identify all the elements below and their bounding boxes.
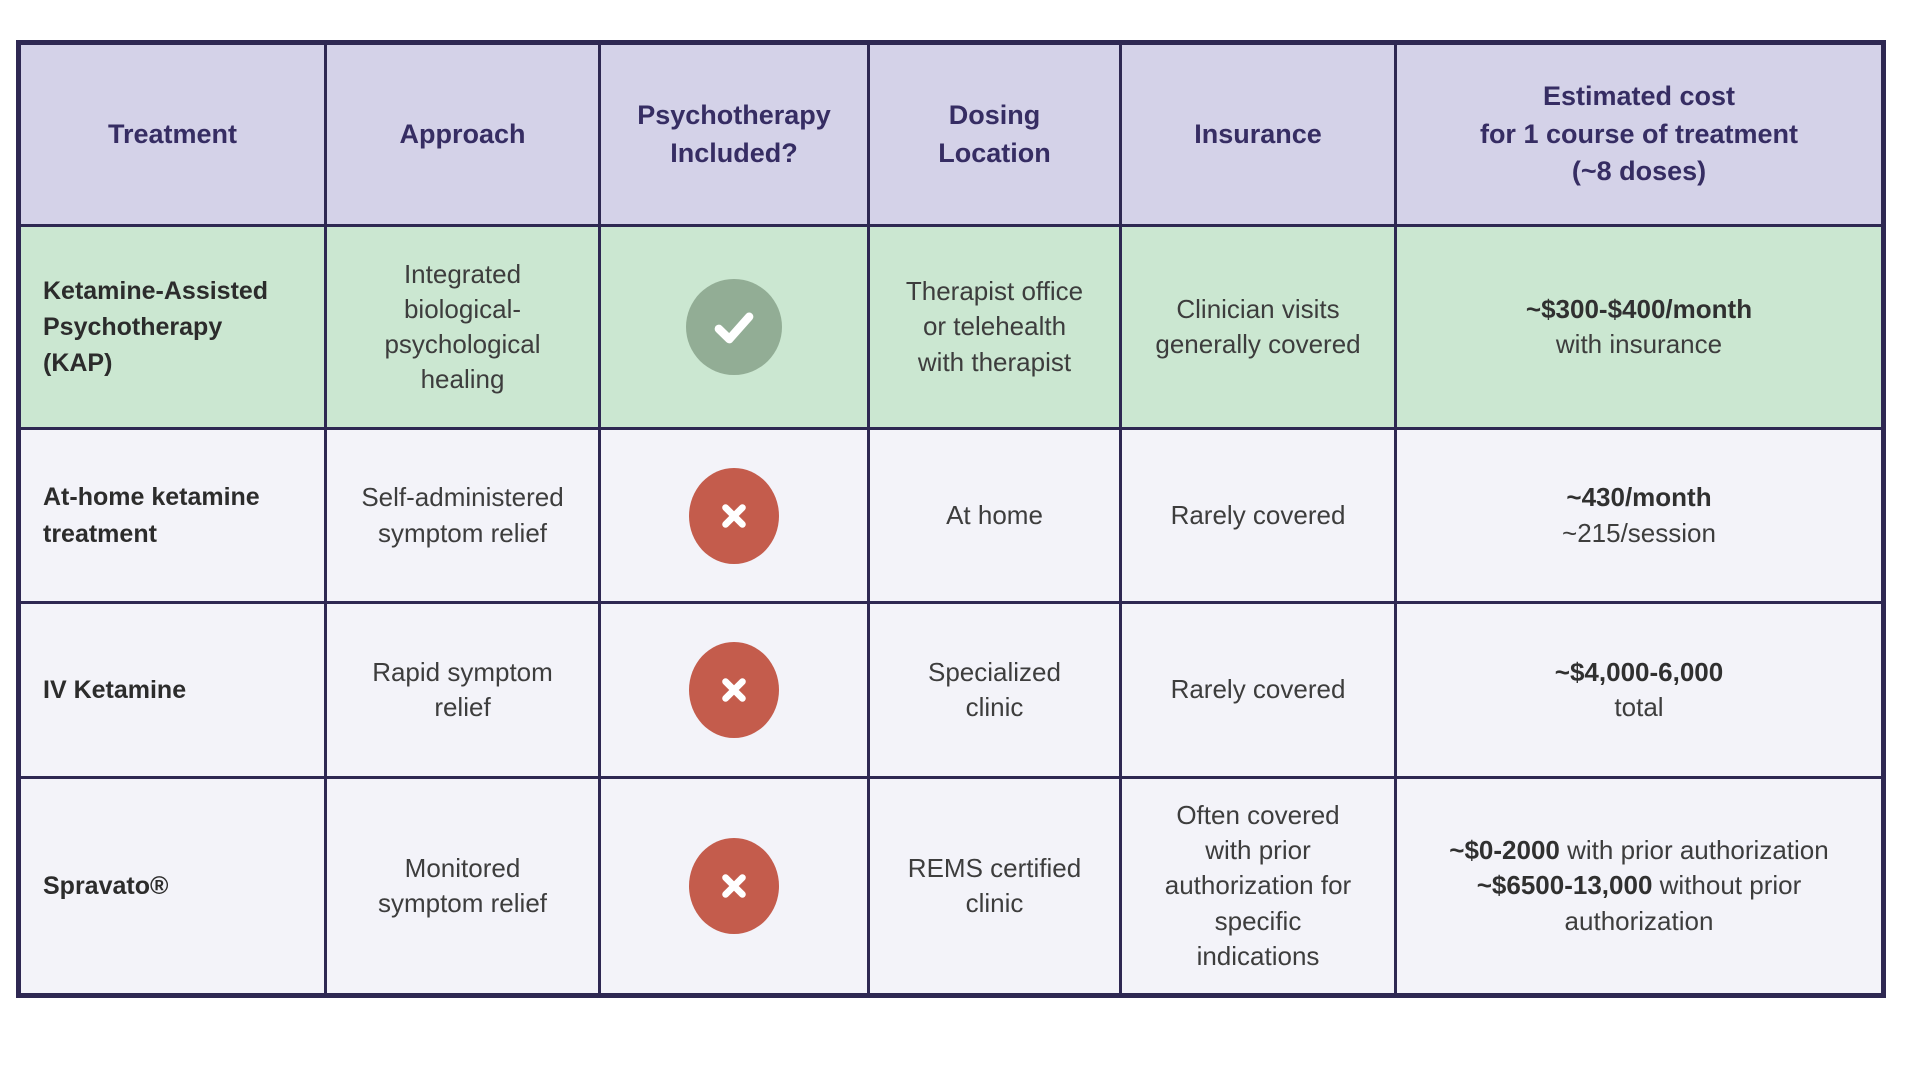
header-treatment: Treatment (21, 45, 324, 224)
cell-spravato-treatment: Spravato® (21, 779, 324, 993)
insurance-text: Rarely covered (1170, 674, 1346, 705)
insurance-text: Clinician visits generally covered (1155, 293, 1361, 359)
approach-text: Monitored symptom relief (377, 852, 548, 918)
approach-text: Self-administered symptom relief (361, 482, 564, 548)
header-dosing-location: Dosing Location (870, 45, 1119, 224)
cell-athome-psychotherapy (601, 430, 867, 601)
header-dosing-location-label: Dosing Location (938, 99, 1051, 168)
cost-line-2-amount: ~$6500-13,000 (1476, 870, 1653, 901)
header-insurance-label: Insurance (1194, 118, 1322, 149)
cell-iv-psychotherapy (601, 604, 867, 776)
cell-kap-insurance: Clinician visits generally covered (1122, 227, 1394, 427)
cost-primary: ~$300-$400/month (1525, 293, 1753, 324)
check-icon (686, 279, 782, 375)
dosing-text: Specialized clinic (928, 656, 1061, 722)
cost-line-1-condition: with prior authorization (1567, 835, 1829, 866)
header-insurance: Insurance (1122, 45, 1394, 224)
cell-athome-approach: Self-administered symptom relief (327, 430, 598, 601)
cell-kap-approach: Integrated biological- psychological hea… (327, 227, 598, 427)
cell-kap-treatment: Ketamine-Assisted Psychotherapy (KAP) (21, 227, 324, 427)
cell-iv-cost: ~$4,000-6,000 total (1397, 604, 1881, 776)
cell-spravato-dosing: REMS certified clinic (870, 779, 1119, 993)
header-estimated-cost-label: Estimated cost for 1 course of treatment… (1479, 80, 1799, 187)
cell-iv-dosing: Specialized clinic (870, 604, 1119, 776)
cell-kap-dosing: Therapist office or telehealth with ther… (870, 227, 1119, 427)
cell-iv-insurance: Rarely covered (1122, 604, 1394, 776)
cell-iv-approach: Rapid symptom relief (327, 604, 598, 776)
dosing-text: REMS certified clinic (907, 852, 1082, 918)
cross-icon (689, 642, 779, 738)
cell-athome-insurance: Rarely covered (1122, 430, 1394, 601)
treatment-name: At-home ketamine treatment (43, 483, 260, 548)
cost-line-2-condition: without prior authorization (1564, 870, 1802, 936)
cell-athome-treatment: At-home ketamine treatment (21, 430, 324, 601)
cell-spravato-cost: ~$0-2000 with prior authorization ~$6500… (1397, 779, 1881, 993)
treatment-name: Spravato® (43, 871, 169, 900)
cost-secondary: total (1614, 692, 1664, 722)
cost-line-1-amount: ~$0-2000 (1449, 835, 1560, 866)
cost-primary: ~$4,000-6,000 (1554, 656, 1724, 687)
cost-line-2: ~$6500-13,000 without prior authorizatio… (1409, 868, 1869, 938)
cost-secondary: ~215/session (1562, 517, 1716, 548)
cell-iv-treatment: IV Ketamine (21, 604, 324, 776)
cell-kap-cost: ~$300-$400/month with insurance (1397, 227, 1881, 427)
cell-athome-cost: ~430/month ~215/session (1397, 430, 1881, 601)
treatment-name: IV Ketamine (43, 675, 187, 704)
header-psychotherapy-included: Psychotherapy Included? (601, 45, 867, 224)
cell-spravato-psychotherapy (601, 779, 867, 993)
cost-primary: ~430/month (1566, 482, 1712, 513)
cell-spravato-insurance: Often covered with prior authorization f… (1122, 779, 1394, 993)
cell-athome-dosing: At home (870, 430, 1119, 601)
header-approach-label: Approach (399, 118, 526, 149)
cell-kap-psychotherapy (601, 227, 867, 427)
treatment-name: Ketamine-Assisted Psychotherapy (KAP) (43, 276, 269, 378)
cell-spravato-approach: Monitored symptom relief (327, 779, 598, 993)
dosing-text: Therapist office or telehealth with ther… (905, 276, 1084, 377)
header-estimated-cost: Estimated cost for 1 course of treatment… (1397, 45, 1881, 224)
cost-secondary: with insurance (1555, 329, 1723, 359)
header-treatment-label: Treatment (107, 118, 238, 149)
insurance-text: Often covered with prior authorization f… (1164, 800, 1352, 971)
cross-icon (689, 467, 779, 564)
cost-line-1: ~$0-2000 with prior authorization (1441, 833, 1836, 868)
header-approach: Approach (327, 45, 598, 224)
dosing-text: At home (946, 499, 1043, 530)
header-psychotherapy-included-label: Psychotherapy Included? (637, 99, 831, 168)
approach-text: Rapid symptom relief (372, 656, 553, 722)
approach-text: Integrated biological- psychological hea… (384, 258, 541, 395)
treatment-comparison-table: Treatment Approach Psychotherapy Include… (16, 40, 1886, 998)
cross-icon (689, 838, 779, 934)
insurance-text: Rarely covered (1170, 499, 1346, 530)
